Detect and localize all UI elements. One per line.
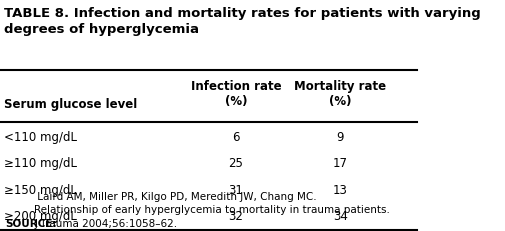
Text: 31: 31 xyxy=(228,184,243,197)
Text: Mortality rate
(%): Mortality rate (%) xyxy=(293,80,385,108)
Text: TABLE 8. Infection and mortality rates for patients with varying
degrees of hype: TABLE 8. Infection and mortality rates f… xyxy=(4,7,480,36)
Text: 17: 17 xyxy=(332,157,347,170)
Text: ≥200 mg/dL: ≥200 mg/dL xyxy=(4,210,77,223)
Text: 25: 25 xyxy=(228,157,243,170)
Text: <110 mg/dL: <110 mg/dL xyxy=(4,131,77,143)
Text: 13: 13 xyxy=(332,184,347,197)
Text: Infection rate
(%): Infection rate (%) xyxy=(190,80,281,108)
Text: ≥110 mg/dL: ≥110 mg/dL xyxy=(4,157,77,170)
Text: Laird AM, Miller PR, Kilgo PD, Meredith JW, Chang MC.
Relationship of early hype: Laird AM, Miller PR, Kilgo PD, Meredith … xyxy=(34,192,389,229)
Text: 32: 32 xyxy=(228,210,243,223)
Text: 6: 6 xyxy=(232,131,239,143)
Text: Serum glucose level: Serum glucose level xyxy=(4,98,137,111)
Text: ≥150 mg/dL: ≥150 mg/dL xyxy=(4,184,77,197)
Text: SOURCE:: SOURCE: xyxy=(5,219,57,229)
Text: 34: 34 xyxy=(332,210,347,223)
Text: 9: 9 xyxy=(336,131,343,143)
